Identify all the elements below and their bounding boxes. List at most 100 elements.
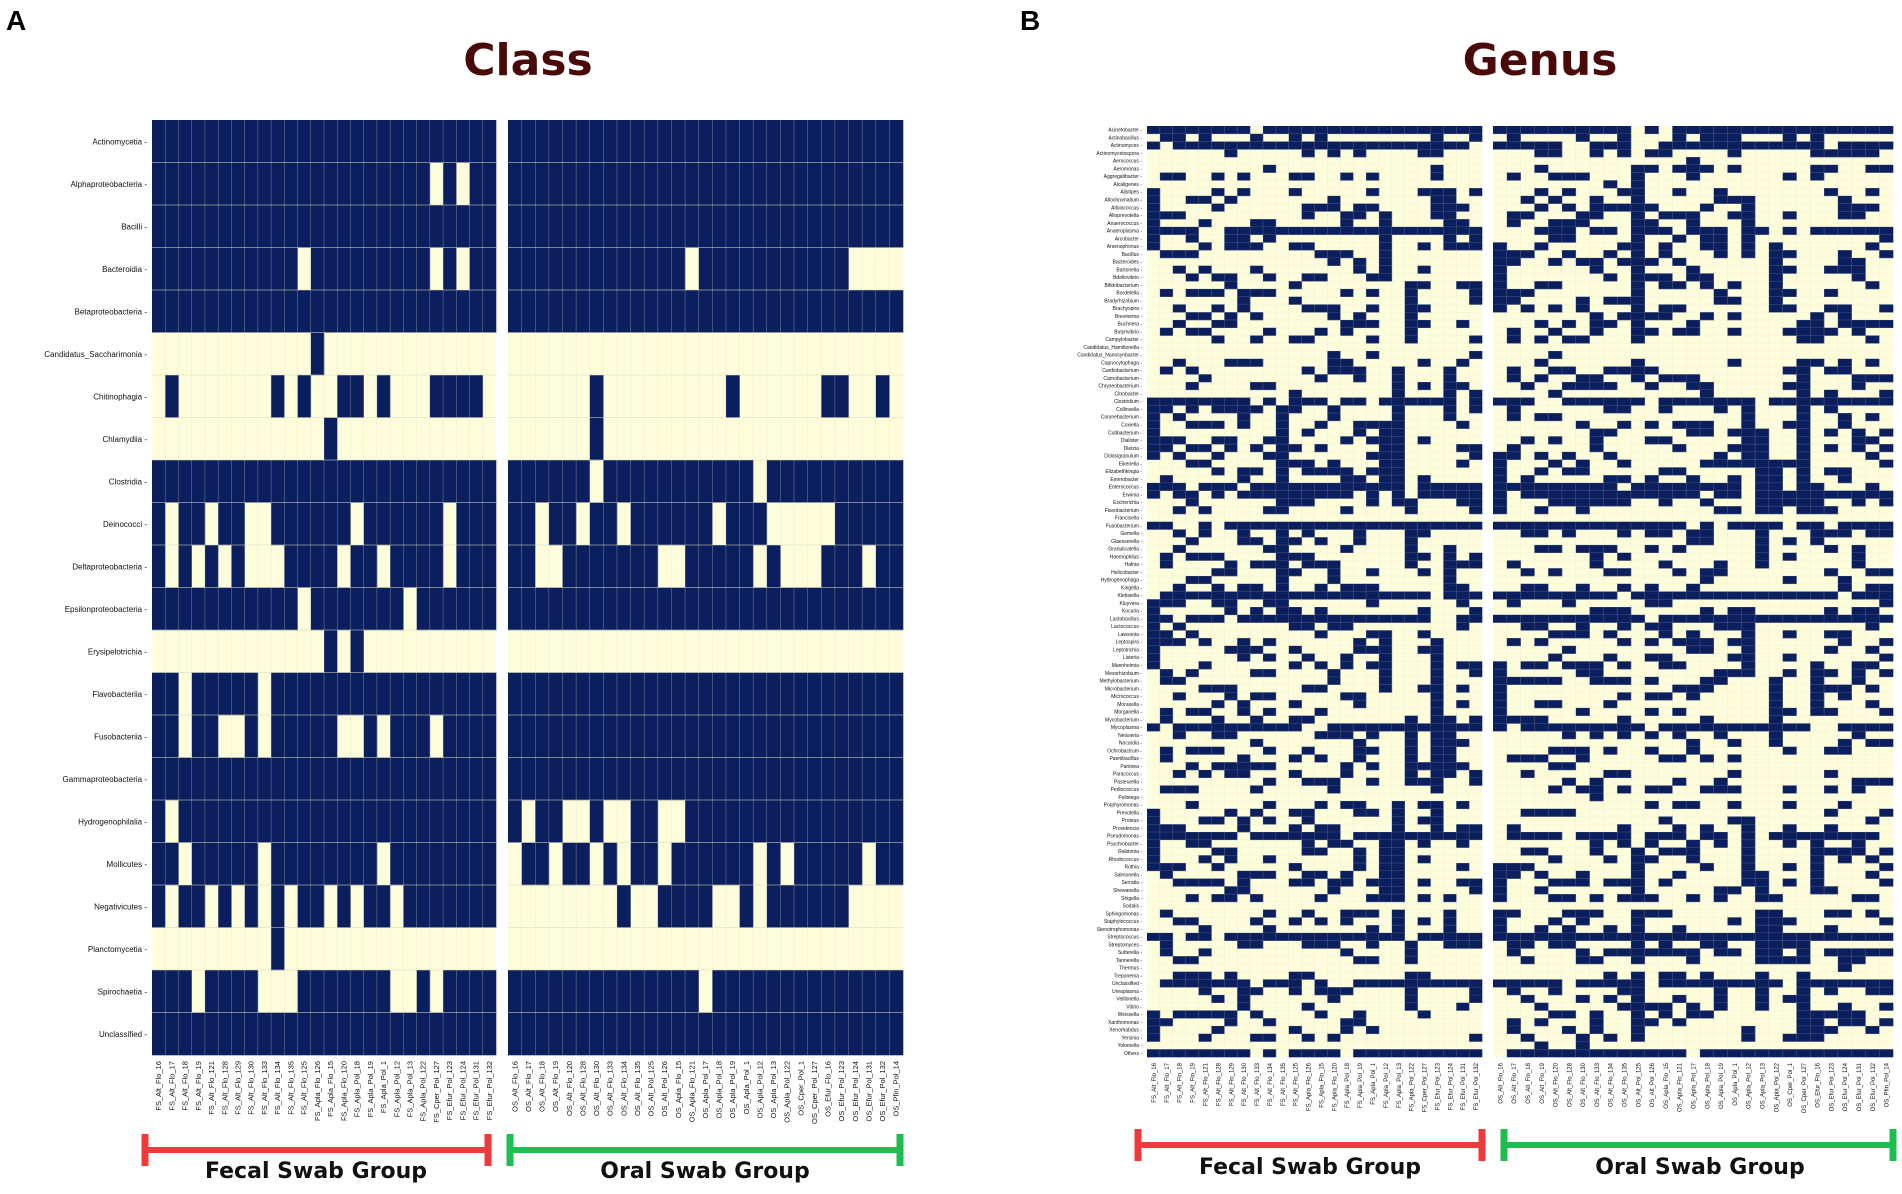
heatmap-cell <box>1879 738 1894 747</box>
heatmap-cell <box>766 672 781 716</box>
heatmap-cell <box>1755 126 1770 135</box>
heatmap-cell <box>1417 645 1431 654</box>
heatmap-cell <box>1617 552 1632 561</box>
heatmap-cell <box>1159 172 1174 181</box>
heatmap-cell <box>1879 653 1894 662</box>
heatmap-cell <box>1768 700 1783 709</box>
heatmap-cell <box>284 800 298 843</box>
heatmap-cell <box>271 842 285 886</box>
heatmap-cell <box>1378 397 1393 406</box>
heatmap-cell <box>1417 475 1431 484</box>
heatmap-cell <box>1198 723 1212 732</box>
heatmap-cell <box>1469 832 1483 841</box>
heatmap-cell <box>310 545 325 588</box>
heatmap-cell <box>1686 172 1701 181</box>
heatmap-cell <box>1575 917 1590 926</box>
heatmap-cell <box>1672 800 1687 810</box>
column-label: FS_Apla_Pol_1 <box>1371 1062 1377 1104</box>
heatmap-cell <box>1561 925 1577 934</box>
heatmap-cell <box>630 247 645 291</box>
heatmap-cell <box>1617 676 1632 685</box>
heatmap-cell <box>1810 1025 1825 1035</box>
heatmap-cell <box>244 1012 259 1056</box>
heatmap-cell <box>1520 475 1535 484</box>
heatmap-cell <box>1353 847 1367 856</box>
heatmap-cell <box>1727 886 1742 895</box>
heatmap-cell <box>1824 925 1839 934</box>
heatmap-cell <box>1796 956 1811 965</box>
heatmap-cell <box>1366 203 1380 212</box>
heatmap-cell <box>376 460 391 503</box>
heatmap-cell <box>1172 824 1186 833</box>
heatmap-cell <box>1672 1018 1687 1027</box>
heatmap-cell <box>1644 785 1659 794</box>
heatmap-cell <box>416 715 431 758</box>
heatmap-cell <box>152 205 166 248</box>
heatmap-cell <box>1796 482 1811 491</box>
heatmap-cell <box>1699 382 1714 391</box>
heatmap-cell <box>1366 498 1380 507</box>
heatmap-cell <box>1353 956 1367 965</box>
heatmap-cell <box>1879 126 1894 135</box>
row-label: Candidatus_Hamiltonella - <box>1083 345 1142 351</box>
heatmap-cell <box>1469 126 1483 135</box>
heatmap-cell <box>1172 226 1186 235</box>
genus-heatmap: Acinetobacter -Actinobacillus -Actinomyc… <box>1077 126 1894 1113</box>
heatmap-cell <box>1520 614 1535 623</box>
heatmap-cell <box>1340 397 1354 406</box>
heatmap-cell <box>725 120 740 163</box>
heatmap-cell <box>350 205 364 248</box>
heatmap-cell <box>1250 444 1264 453</box>
heatmap-cell <box>1353 257 1367 266</box>
heatmap-cell <box>1443 932 1457 941</box>
heatmap-cell <box>1262 979 1277 988</box>
row-label: Vibrio - <box>1126 1004 1142 1010</box>
heatmap-cell <box>1699 971 1714 980</box>
heatmap-cell <box>1755 956 1770 965</box>
heatmap-cell <box>1865 932 1880 941</box>
heatmap-cell <box>1469 1049 1483 1058</box>
heatmap-cell <box>1879 932 1894 941</box>
heatmap-cell <box>1378 847 1393 856</box>
heatmap-cell <box>1837 614 1852 623</box>
heatmap-cell <box>1237 653 1251 662</box>
heatmap-cell <box>191 460 206 503</box>
heatmap-cell <box>1493 498 1508 507</box>
heatmap-cell <box>807 715 822 758</box>
heatmap-cell <box>1534 661 1549 670</box>
heatmap-cell <box>1262 382 1277 391</box>
heatmap-cell <box>390 162 404 206</box>
heatmap-cell <box>1603 250 1618 259</box>
heatmap-cell <box>766 970 781 1013</box>
heatmap-cell <box>1810 886 1825 895</box>
heatmap-cell <box>1727 607 1742 616</box>
heatmap-cell <box>1198 482 1212 491</box>
heatmap-cell <box>1366 451 1380 460</box>
column-label: OS_Alt_Flo_16 <box>510 1061 519 1112</box>
heatmap-cell <box>1796 832 1811 841</box>
heatmap-cell <box>1672 164 1687 173</box>
heatmap-cell <box>1713 296 1728 305</box>
heatmap-cell <box>1391 824 1405 833</box>
heatmap-cell <box>1430 126 1444 135</box>
heatmap-cell <box>1713 242 1728 251</box>
heatmap-cell <box>284 587 298 631</box>
heatmap-cell <box>1314 800 1328 810</box>
heatmap-cell <box>1353 645 1367 654</box>
heatmap-cell <box>1314 979 1328 988</box>
heatmap-cell <box>1520 979 1535 988</box>
heatmap-cell <box>1301 777 1315 786</box>
heatmap-cell <box>1851 676 1866 685</box>
heatmap-cell <box>1520 250 1535 259</box>
heatmap-cell <box>1185 366 1199 375</box>
heatmap-cell <box>1250 614 1264 623</box>
heatmap-cell <box>1430 1049 1444 1058</box>
heatmap-cell <box>1469 281 1483 290</box>
heatmap-cell <box>535 290 550 333</box>
heatmap-cell <box>1768 707 1783 716</box>
heatmap-cell <box>1147 195 1161 204</box>
heatmap-cell <box>1810 498 1825 507</box>
row-label: Deltaproteobacteria - <box>72 562 147 571</box>
heatmap-cell <box>1644 149 1659 158</box>
heatmap-cell <box>1824 847 1839 856</box>
